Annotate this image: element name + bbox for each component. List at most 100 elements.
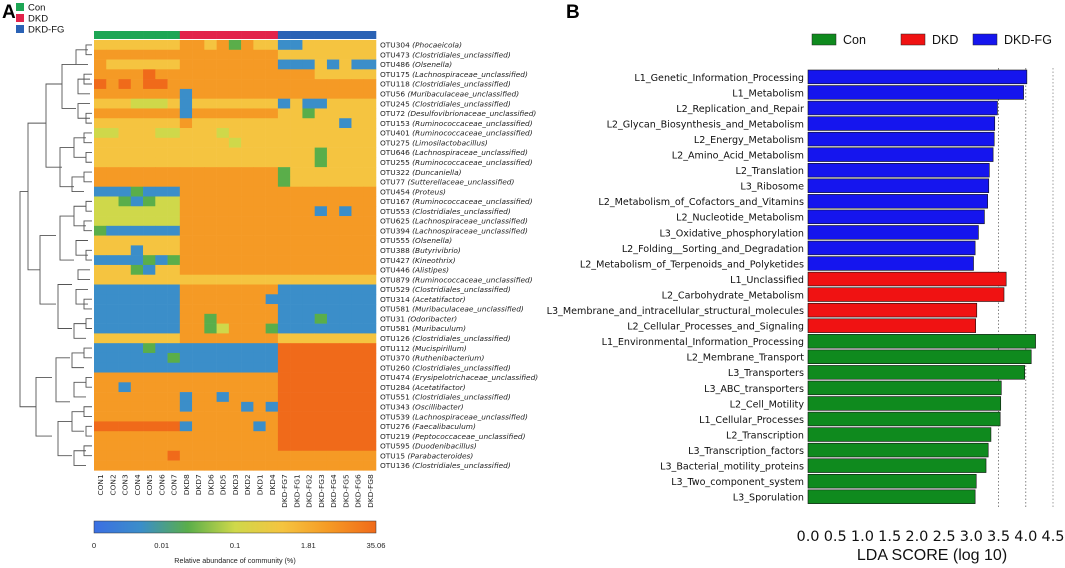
- heatmap-cell: [339, 401, 352, 412]
- colorbar-tick-label: 0.01: [154, 541, 169, 550]
- heatmap-cell: [130, 176, 144, 187]
- heatmap-cell: [130, 167, 144, 178]
- heatmap-cell: [118, 216, 132, 227]
- heatmap-cell: [192, 313, 205, 324]
- heatmap-cell: [192, 147, 205, 158]
- dendrogram-link: [27, 122, 46, 271]
- heatmap-cell: [302, 147, 315, 158]
- heatmap-cell: [118, 88, 132, 99]
- heatmap-cell: [204, 128, 217, 139]
- heatmap-cell: [265, 323, 279, 334]
- heatmap-cell: [339, 372, 352, 383]
- heatmap-cell: [326, 382, 340, 393]
- heatmap-cell: [326, 59, 340, 70]
- heatmap-cell: [363, 304, 377, 315]
- heatmap-cell: [216, 79, 230, 90]
- heatmap-cell: [118, 323, 132, 334]
- heatmap-cell: [314, 176, 328, 187]
- heatmap-cell: [314, 147, 328, 158]
- heatmap-cell: [94, 49, 107, 60]
- heatmap-cell: [155, 176, 168, 187]
- group-bar-segment: [339, 31, 352, 39]
- lda-bar-label: L3_Oxidative_phosphorylation: [659, 228, 804, 239]
- heatmap-cell: [241, 225, 254, 236]
- heatmap-cell: [94, 206, 107, 217]
- heatmap-cell: [228, 440, 242, 452]
- dendrogram-link: [73, 323, 86, 339]
- dendrogram-link: [75, 240, 88, 256]
- heatmap-cell: [204, 304, 217, 315]
- row-label: OTU473 (Clostridiales_unclassified): [380, 50, 511, 59]
- heatmap-cell: [339, 118, 352, 129]
- heatmap-cell: [339, 137, 352, 148]
- heatmap-cell: [118, 108, 132, 119]
- heatmap-cell: [339, 69, 352, 80]
- heatmap-cell: [204, 401, 217, 412]
- heatmap-cell: [179, 264, 193, 276]
- lda-bar: [807, 458, 987, 473]
- heatmap-cell: [277, 225, 291, 236]
- heatmap-cell: [265, 167, 279, 178]
- heatmap-cell: [265, 382, 279, 393]
- heatmap-cell: [277, 323, 291, 334]
- heatmap-cell: [277, 264, 291, 276]
- heatmap-cell: [179, 372, 193, 383]
- heatmap-cell: [277, 304, 291, 315]
- heatmap-cell: [253, 235, 266, 246]
- row-label: OTU553 (Clostridiales_unclassified): [380, 207, 511, 216]
- lda-bar: [807, 365, 1025, 380]
- colorbar-tick-label: 0.1: [230, 541, 241, 550]
- heatmap-cell: [265, 79, 279, 90]
- heatmap-cell: [94, 343, 107, 354]
- heatmap-cell: [314, 392, 328, 403]
- heatmap-cell: [351, 382, 365, 393]
- heatmap-cell: [130, 411, 144, 422]
- column-label: DKD-FG4: [329, 474, 338, 508]
- heatmap-cell: [216, 264, 230, 276]
- heatmap-cell: [167, 460, 181, 471]
- heatmap-cell: [339, 460, 352, 471]
- heatmap-cell: [363, 313, 377, 324]
- heatmap-cell: [241, 411, 254, 422]
- row-label: OTU370 (Ruthenibacterium): [380, 354, 484, 363]
- heatmap-cell: [216, 294, 230, 305]
- heatmap-cell: [265, 108, 279, 119]
- heatmap-cell: [216, 98, 230, 109]
- heatmap-cell: [253, 313, 266, 324]
- heatmap-cell: [94, 98, 107, 109]
- panel-label-b: B: [566, 2, 580, 23]
- heatmap-cell: [94, 352, 107, 364]
- heatmap-cell: [339, 216, 352, 227]
- lda-bar: [807, 194, 988, 209]
- dendrogram-link: [71, 176, 84, 193]
- heatmap-cell: [241, 245, 254, 256]
- heatmap-cell: [118, 147, 132, 158]
- heatmap-cell: [314, 401, 328, 412]
- heatmap-cell: [314, 40, 328, 51]
- heatmap-cell: [228, 108, 242, 119]
- heatmap-cell: [204, 108, 217, 119]
- heatmap-cell: [204, 59, 217, 70]
- heatmap-cell: [277, 294, 291, 305]
- heatmap-cell: [118, 392, 132, 403]
- heatmap-cell: [192, 206, 205, 217]
- heatmap-cell: [241, 186, 254, 197]
- heatmap-cell: [363, 264, 377, 276]
- dendrogram-link: [57, 284, 72, 329]
- heatmap-cell: [241, 98, 254, 109]
- group-bar-segment: [241, 31, 254, 39]
- heatmap-cell: [314, 362, 328, 373]
- lda-bar-label: L2_Cellular_Processes_and_Signaling: [627, 322, 804, 333]
- column-label: CON1: [96, 474, 105, 496]
- heatmap-cell: [94, 147, 107, 158]
- heatmap-cell: [179, 284, 193, 295]
- heatmap-cell: [143, 264, 156, 276]
- heatmap-cell: [143, 225, 156, 236]
- heatmap-cell: [216, 343, 230, 354]
- heatmap-cell: [302, 167, 315, 178]
- heatmap-cell: [351, 411, 365, 422]
- heatmap-cell: [241, 294, 254, 305]
- heatmap-cell: [265, 401, 279, 412]
- lda-bar: [807, 147, 994, 162]
